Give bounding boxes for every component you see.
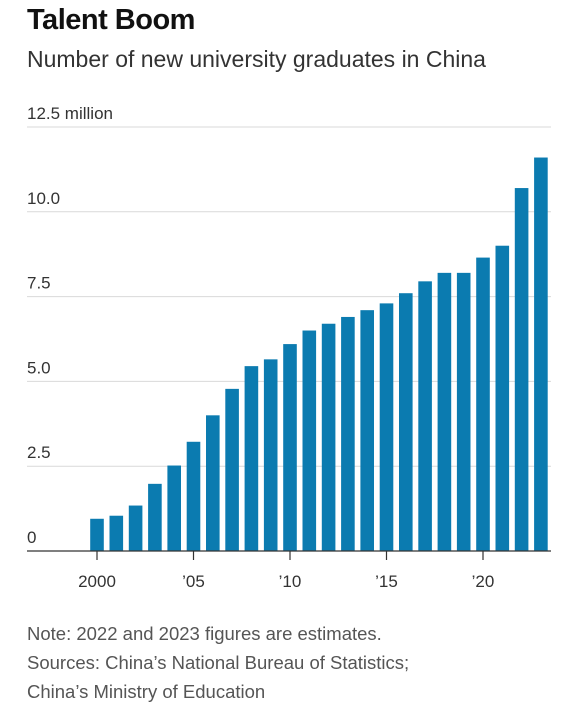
footnotes: Note: 2022 and 2023 figures are estimate… <box>27 619 409 706</box>
bar <box>495 245 510 551</box>
bar <box>418 281 432 551</box>
bar <box>109 515 124 551</box>
bar-chart: 0 2.5 5.0 7.5 10.0 12.5 million 2000 ’05 ’10 ’15… <box>27 104 551 591</box>
bar <box>456 272 471 551</box>
bar <box>321 323 336 551</box>
x-tick-label: ’10 <box>279 572 302 591</box>
bar <box>476 257 490 551</box>
y-tick-label: 7.5 <box>27 274 51 293</box>
note-text: Note: 2022 and 2023 figures are estimate… <box>27 623 382 644</box>
y-tick-label: 12.5 million <box>27 104 113 123</box>
y-tick-label: 0 <box>27 528 36 547</box>
bar <box>360 310 374 551</box>
bar <box>341 316 355 551</box>
bars <box>90 157 548 551</box>
bar <box>379 303 394 551</box>
bar <box>186 441 201 551</box>
y-tick-label: 2.5 <box>27 443 51 462</box>
bar <box>399 293 413 551</box>
x-tick-label: ’15 <box>375 572 398 591</box>
sources-text-line1: Sources: China’s National Bureau of Stat… <box>27 652 410 673</box>
chart-subtitle: Number of new university graduates in Ch… <box>27 46 486 72</box>
bar <box>302 330 317 551</box>
bar <box>437 272 452 551</box>
x-tick-label: ’20 <box>472 572 495 591</box>
x-tick-label: ’05 <box>182 572 205 591</box>
bar <box>534 157 548 551</box>
bar <box>148 483 162 551</box>
y-tick-label: 10.0 <box>27 189 60 208</box>
bar <box>206 415 220 551</box>
y-tick-label: 5.0 <box>27 358 51 377</box>
chart-title: Talent Boom <box>27 4 195 36</box>
bar <box>514 188 529 551</box>
bar <box>263 359 278 551</box>
x-axis: 2000 ’05 ’10 ’15 ’20 <box>27 550 551 591</box>
y-axis-tick-labels: 0 2.5 5.0 7.5 10.0 12.5 million <box>27 104 113 547</box>
bar <box>244 366 259 551</box>
sources-text-line2: China’s Ministry of Education <box>27 681 266 702</box>
bar <box>128 505 143 551</box>
bar <box>225 388 239 551</box>
bar <box>167 465 181 551</box>
x-tick-label: 2000 <box>78 572 116 591</box>
bar <box>90 518 104 551</box>
bar <box>283 344 297 551</box>
